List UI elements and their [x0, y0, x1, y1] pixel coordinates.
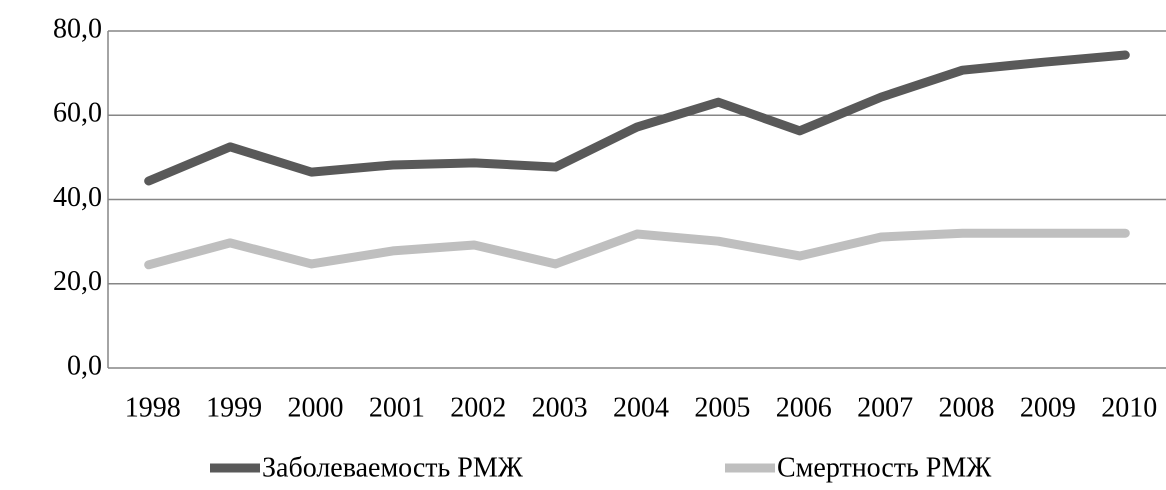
- x-tick-label: 2009: [1020, 392, 1076, 423]
- y-tick-label: 40,0: [53, 182, 102, 213]
- y-tick-label: 60,0: [53, 98, 102, 129]
- y-tick-label: 0,0: [67, 350, 102, 381]
- x-tick-label: 2006: [776, 392, 832, 423]
- line-series: [144, 228, 1130, 270]
- x-tick-label: 1998: [125, 392, 181, 423]
- x-tick-label: 2004: [613, 392, 669, 423]
- legend-label: Заболеваемость РМЖ: [262, 452, 524, 483]
- line-series: [144, 50, 1130, 186]
- y-tick-label: 20,0: [53, 266, 102, 297]
- x-tick-label: 2000: [287, 392, 343, 423]
- x-tick-label: 2003: [532, 392, 588, 423]
- y-tick-label: 80,0: [53, 13, 102, 44]
- x-tick-label: 2010: [1101, 392, 1157, 423]
- x-tick-label: 2008: [939, 392, 995, 423]
- x-tick-label: 2002: [450, 392, 506, 423]
- x-tick-label: 2005: [694, 392, 750, 423]
- x-tick-label: 2007: [857, 392, 913, 423]
- x-tick-label: 2001: [369, 392, 425, 423]
- x-tick-label: 1999: [206, 392, 262, 423]
- legend-label: Смертность РМЖ: [777, 452, 992, 483]
